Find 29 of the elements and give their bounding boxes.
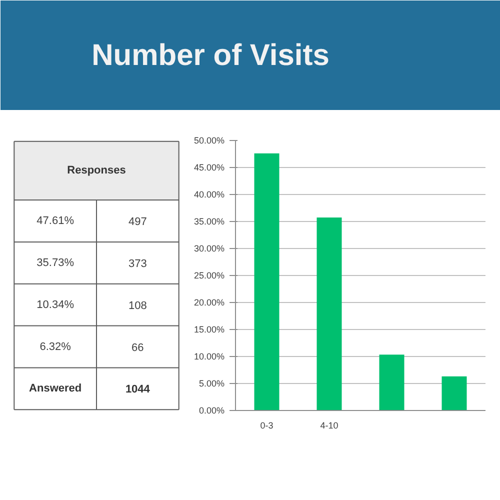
x-tick-label: 4-10 [320, 420, 338, 430]
text: 6.32% [40, 340, 72, 353]
text: 10.34% [36, 298, 74, 311]
text: 66 [132, 342, 144, 354]
text: 373 [128, 258, 147, 270]
x-tick-label: 0-3 [260, 420, 274, 430]
y-tick-label: 0.00% [198, 406, 225, 416]
text: 47.61% [36, 214, 74, 227]
text: 108 [128, 300, 147, 312]
text: 497 [128, 216, 147, 228]
bar [316, 218, 342, 410]
y-tick-label: 50.00% [194, 136, 225, 146]
text: Responses [67, 164, 126, 177]
y-tick-label: 15.00% [194, 324, 225, 334]
y-tick-label: 35.00% [194, 216, 225, 226]
y-tick-label: 45.00% [194, 162, 225, 172]
bar [442, 376, 467, 410]
chart-title: Number of Visits [92, 39, 330, 72]
text: 1044 [125, 384, 151, 396]
y-tick-label: 5.00% [198, 378, 225, 388]
y-tick-label: 10.00% [194, 352, 225, 362]
y-tick-label: 40.00% [194, 190, 225, 200]
bar [254, 153, 280, 410]
bar [379, 354, 404, 410]
text: Answered [29, 382, 82, 395]
y-tick-label: 25.00% [194, 270, 225, 280]
y-tick-label: 20.00% [194, 298, 225, 308]
y-tick-label: 30.00% [194, 244, 225, 254]
text: 35.73% [36, 256, 74, 269]
